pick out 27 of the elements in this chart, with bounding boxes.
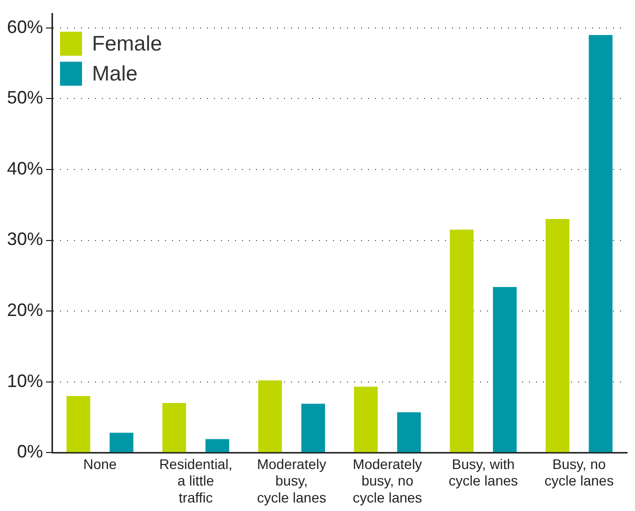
- bar: [546, 219, 570, 452]
- bar: [588, 35, 613, 452]
- x-tick-label: Moderately busy, no cycle lanes: [352, 456, 422, 506]
- x-tick-label: Busy, with cycle lanes: [448, 456, 518, 489]
- y-tick-label: 30%: [6, 229, 44, 250]
- bar: [354, 386, 378, 452]
- legend-label: Female: [92, 32, 162, 56]
- y-tick-label: 60%: [6, 16, 44, 37]
- x-tick-label: Busy, no cycle lanes: [544, 456, 614, 489]
- legend-label: Male: [92, 62, 138, 86]
- bar: [110, 432, 134, 452]
- y-tick-label: 10%: [6, 370, 44, 391]
- bar: [66, 396, 90, 452]
- x-tick-label: Moderately busy, cycle lanes: [256, 456, 326, 506]
- y-tick-label: 50%: [6, 88, 44, 108]
- bar: [301, 404, 326, 452]
- y-tick-label: 0%: [17, 442, 44, 462]
- y-tick-label: 40%: [6, 158, 44, 178]
- x-tick-label: Residential, a little traffic: [159, 456, 232, 506]
- bar: [492, 286, 517, 452]
- bar: [162, 403, 186, 452]
- bar: [205, 439, 230, 452]
- bar: [397, 412, 421, 452]
- y-tick-label: 20%: [6, 300, 44, 320]
- x-tick-label: None: [83, 456, 117, 472]
- bar: [450, 230, 474, 452]
- bar: [258, 380, 282, 452]
